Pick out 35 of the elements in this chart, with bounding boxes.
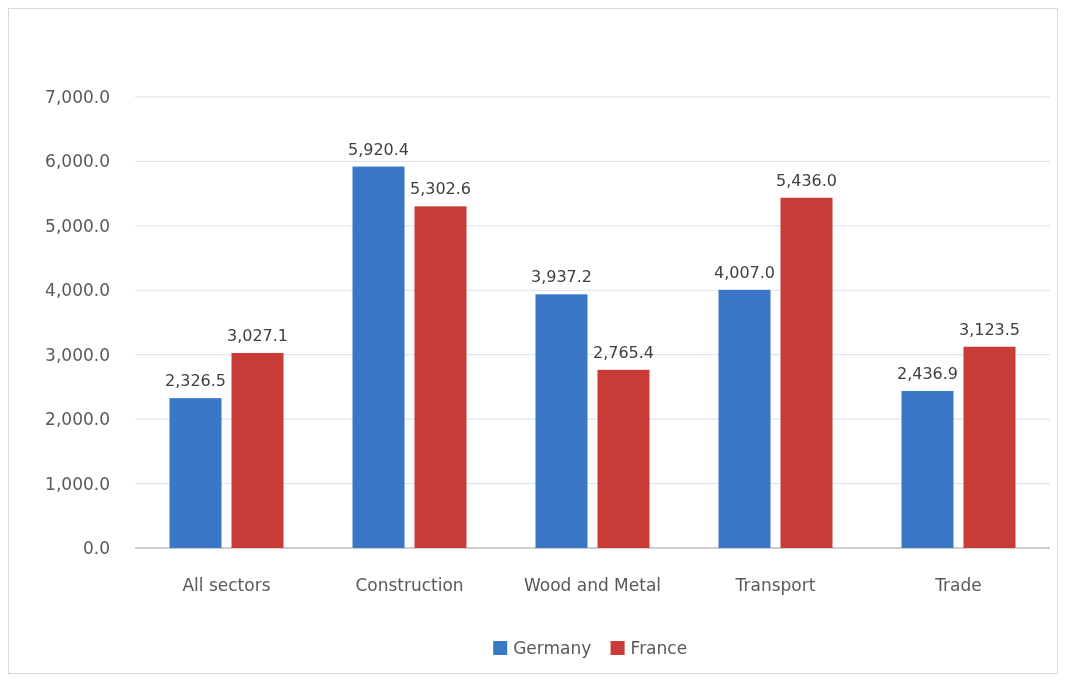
y-tick-label: 1,000.0 <box>45 473 110 494</box>
bar <box>901 390 954 548</box>
data-label: 2,326.5 <box>164 371 227 391</box>
data-label: 2,436.9 <box>896 363 959 383</box>
bar <box>535 294 588 548</box>
data-label: 3,937.2 <box>530 267 593 287</box>
data-label: 4,007.0 <box>713 262 776 282</box>
x-tick-label: Wood and Metal <box>523 575 662 595</box>
data-label: 5,920.4 <box>347 139 410 159</box>
data-label: 3,123.5 <box>958 319 1021 339</box>
y-tick-label: 0.0 <box>82 537 110 558</box>
x-tick-label: Trade <box>934 575 982 595</box>
y-tick-label: 2,000.0 <box>45 409 110 430</box>
bar <box>780 197 833 548</box>
bar <box>963 346 1016 548</box>
data-label: 5,436.0 <box>775 170 838 190</box>
y-tick-label: 7,000.0 <box>45 86 110 107</box>
y-tick-label: 3,000.0 <box>45 344 110 365</box>
bar <box>414 206 467 548</box>
legend-label: Germany <box>513 638 592 658</box>
bar <box>169 398 222 548</box>
bar <box>597 369 650 548</box>
legend-label: France <box>630 638 688 658</box>
y-tick-label: 6,000.0 <box>45 151 110 172</box>
x-tick-label: Construction <box>355 575 464 595</box>
bar <box>352 166 405 548</box>
bar <box>718 289 771 548</box>
x-tick-label: All sectors <box>182 575 271 595</box>
data-label: 5,302.6 <box>409 179 472 199</box>
x-tick-label: Transport <box>734 575 816 595</box>
bar <box>231 352 284 548</box>
data-label: 3,027.1 <box>226 325 289 345</box>
data-label: 2,765.4 <box>592 342 655 362</box>
y-tick-label: 4,000.0 <box>45 280 110 301</box>
y-tick-label: 5,000.0 <box>45 215 110 236</box>
